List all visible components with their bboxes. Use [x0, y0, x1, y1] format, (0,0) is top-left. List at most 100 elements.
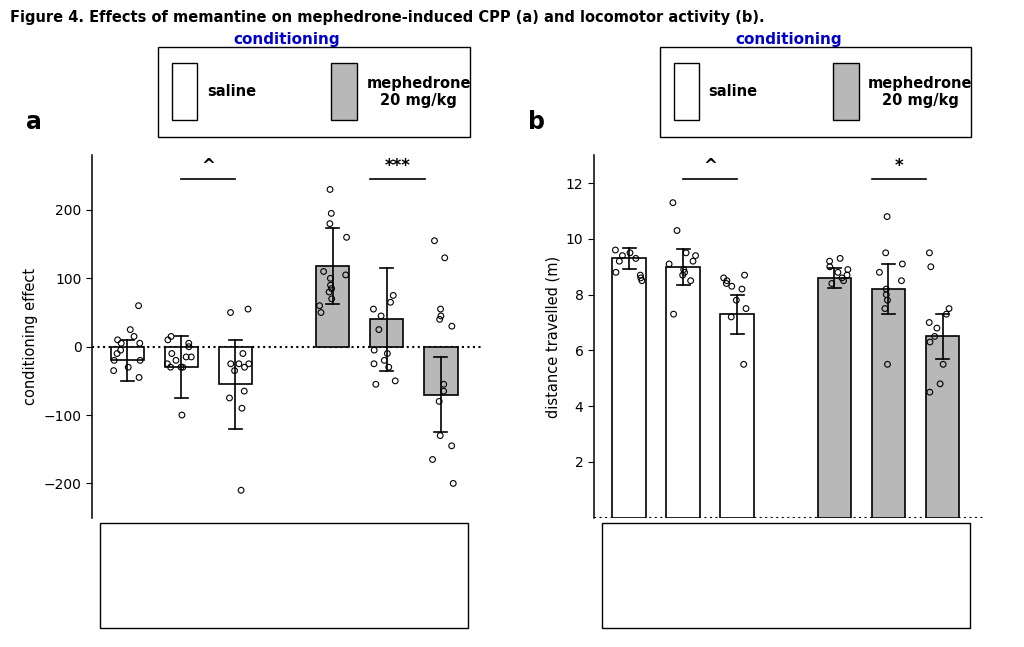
- Point: [878, 284, 894, 294]
- Point: [632, 270, 648, 280]
- Point: [324, 283, 340, 294]
- FancyBboxPatch shape: [674, 63, 699, 120]
- Point: [312, 307, 329, 318]
- Point: [237, 386, 253, 397]
- Point: [821, 261, 838, 272]
- Point: [687, 250, 703, 261]
- Point: [879, 289, 895, 300]
- Point: [929, 323, 945, 333]
- Point: [105, 366, 122, 376]
- Text: 5: 5: [732, 543, 742, 557]
- Bar: [871, 289, 905, 518]
- Point: [376, 355, 392, 366]
- Point: [878, 248, 894, 258]
- Bar: [111, 347, 144, 360]
- Text: 2.5: 2.5: [671, 543, 695, 557]
- Text: memantine (mg/kg): memantine (mg/kg): [609, 586, 757, 599]
- Text: 0: 0: [625, 543, 634, 557]
- Point: [927, 331, 943, 342]
- Text: mephedrone
20 mg/kg: mephedrone 20 mg/kg: [367, 76, 471, 108]
- Point: [323, 280, 339, 291]
- Text: 0: 0: [829, 543, 840, 557]
- Point: [130, 300, 146, 311]
- Point: [109, 348, 125, 358]
- Point: [829, 267, 846, 278]
- Point: [237, 362, 253, 373]
- Point: [607, 245, 624, 255]
- Point: [611, 256, 628, 267]
- Text: memantine (mg/kg): memantine (mg/kg): [313, 586, 461, 599]
- Point: [222, 358, 239, 369]
- Bar: [926, 336, 959, 518]
- Point: [113, 338, 129, 349]
- Point: [426, 236, 442, 246]
- Point: [935, 359, 951, 369]
- Point: [922, 387, 938, 397]
- Point: [183, 352, 200, 362]
- Point: [921, 317, 937, 327]
- Point: [894, 259, 910, 269]
- Bar: [219, 347, 252, 384]
- Point: [922, 248, 938, 258]
- Text: b: b: [527, 109, 545, 133]
- Point: [382, 297, 398, 307]
- Text: memantine (mg/kg): memantine (mg/kg): [108, 586, 255, 599]
- Point: [734, 284, 751, 294]
- Point: [234, 348, 251, 358]
- Point: [660, 259, 677, 269]
- Point: [443, 441, 460, 451]
- Point: [132, 355, 148, 366]
- Point: [880, 295, 896, 305]
- Point: [122, 324, 138, 334]
- Point: [324, 208, 340, 219]
- Point: [724, 281, 740, 291]
- Point: [675, 270, 691, 280]
- Point: [431, 396, 447, 406]
- Point: [432, 304, 449, 314]
- Point: [381, 362, 397, 373]
- Point: [230, 358, 247, 369]
- Point: [736, 270, 753, 280]
- Point: [834, 273, 850, 283]
- Point: [160, 334, 176, 345]
- Text: Figure 4. Effects of memantine on mephedrone-induced CPP (a) and locomotor activ: Figure 4. Effects of memantine on mephed…: [10, 10, 765, 25]
- Text: a: a: [26, 109, 42, 133]
- Text: 0: 0: [123, 543, 132, 557]
- Point: [723, 312, 739, 322]
- Point: [106, 355, 123, 366]
- Point: [634, 276, 650, 286]
- Text: 5: 5: [938, 543, 947, 557]
- Point: [922, 337, 938, 347]
- Bar: [165, 347, 198, 367]
- Point: [366, 345, 382, 355]
- Point: [163, 362, 179, 373]
- Point: [379, 348, 395, 358]
- Point: [839, 270, 855, 280]
- Text: ^: ^: [202, 157, 215, 175]
- Point: [126, 331, 142, 342]
- Point: [366, 358, 382, 369]
- Text: conditioning: conditioning: [735, 32, 842, 47]
- Point: [431, 314, 447, 325]
- Point: [669, 225, 685, 236]
- Point: [110, 334, 126, 345]
- Point: [387, 376, 403, 386]
- Point: [445, 478, 462, 488]
- FancyBboxPatch shape: [159, 47, 470, 137]
- FancyBboxPatch shape: [332, 63, 356, 120]
- Text: memantine (mg/kg): memantine (mg/kg): [815, 586, 963, 599]
- Point: [628, 253, 644, 263]
- Point: [678, 248, 694, 258]
- FancyBboxPatch shape: [834, 63, 858, 120]
- Text: saline: saline: [709, 84, 758, 100]
- Point: [941, 303, 957, 314]
- Point: [719, 276, 735, 286]
- Point: [164, 348, 180, 358]
- Point: [315, 267, 332, 277]
- Text: *: *: [895, 157, 903, 175]
- Point: [718, 278, 734, 289]
- Point: [836, 276, 852, 286]
- Point: [338, 270, 354, 280]
- Bar: [424, 347, 458, 395]
- Point: [174, 410, 190, 421]
